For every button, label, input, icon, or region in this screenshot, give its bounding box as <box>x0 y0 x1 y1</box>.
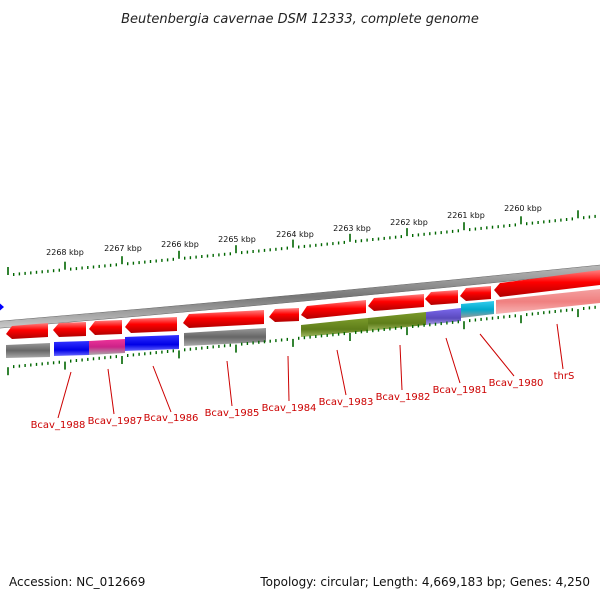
map-title: Beutenbergia cavernae DSM 12333, complet… <box>121 12 479 27</box>
gene-label: Bcav_1986 <box>144 413 199 424</box>
leader-line <box>556 323 564 370</box>
feature-bar <box>461 301 494 318</box>
leader-line <box>479 333 515 377</box>
scale-label: 2266 kbp <box>161 240 199 249</box>
gene-label: Bcav_1987 <box>88 416 143 427</box>
genome-backbone <box>0 264 600 329</box>
gene-labels: Bcav_1988 Bcav_1987 Bcav_1986 Bcav_1985 … <box>31 371 575 431</box>
scale-label: 2260 kbp <box>504 204 542 213</box>
label-leaders <box>57 323 564 419</box>
feature-bar <box>301 318 368 337</box>
scale-label: 2262 kbp <box>390 218 428 227</box>
feature-bar <box>125 335 179 351</box>
leader-line <box>107 368 115 415</box>
scale-label: 2261 kbp <box>447 211 485 220</box>
forward-strand-genes <box>6 270 600 339</box>
leader-line <box>57 371 72 419</box>
cds-arrow <box>183 310 264 328</box>
cds-arrow <box>53 322 86 337</box>
feature-bar <box>89 339 125 355</box>
feature-bar <box>6 343 50 358</box>
cds-arrow <box>368 294 424 311</box>
cds-arrow <box>269 308 299 322</box>
scale-label: 2267 kbp <box>104 244 142 253</box>
cds-arrow <box>301 300 366 319</box>
scale-label: 2264 kbp <box>276 230 314 239</box>
scale-label: 2263 kbp <box>333 224 371 233</box>
leader-line <box>226 360 233 407</box>
feature-bar <box>426 308 461 325</box>
cds-arrow <box>125 317 177 333</box>
gene-label: Bcav_1984 <box>262 403 317 414</box>
feature-bar <box>184 328 266 346</box>
feature-bar <box>368 312 426 331</box>
scale-ticks-inner <box>7 305 596 376</box>
feature-track <box>6 289 600 358</box>
accession-text: Accession: NC_012669 <box>9 575 145 589</box>
gene-label: Bcav_1988 <box>31 420 86 431</box>
cds-arrow <box>494 270 600 297</box>
gene-label: Bcav_1985 <box>205 408 260 419</box>
scale-label: 2268 kbp <box>46 248 84 257</box>
gene-label: Bcav_1983 <box>319 397 374 408</box>
gene-label: thrS <box>554 371 575 382</box>
scale-ticks-outer <box>7 210 596 276</box>
cds-arrow <box>425 290 458 305</box>
gene-label: Bcav_1981 <box>433 385 488 396</box>
cds-arrow <box>460 286 491 301</box>
genome-summary-text: Topology: circular; Length: 4,669,183 bp… <box>259 575 590 589</box>
leader-line <box>399 344 403 391</box>
gene-label: Bcav_1980 <box>489 378 544 389</box>
cds-arrow <box>6 323 48 339</box>
cds-arrow <box>89 320 122 335</box>
leader-line <box>287 355 290 402</box>
feature-bar <box>496 289 600 314</box>
scale-labels: 2268 kbp 2267 kbp 2266 kbp 2265 kbp 2264… <box>46 204 542 257</box>
leader-line <box>336 349 347 396</box>
leader-line <box>152 365 172 413</box>
leader-line <box>445 337 461 384</box>
gene-label: Bcav_1982 <box>376 392 431 403</box>
feature-bar <box>54 341 89 356</box>
position-marker-icon <box>0 303 4 311</box>
scale-label: 2265 kbp <box>218 235 256 244</box>
